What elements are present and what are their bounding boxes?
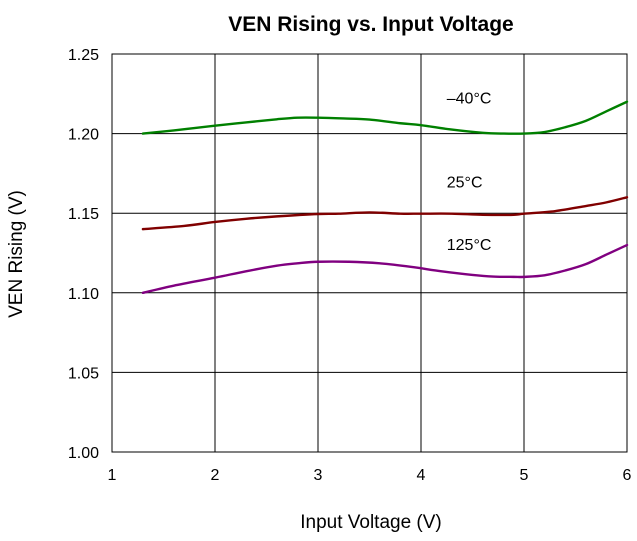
series-label-1: 25°C — [447, 175, 483, 192]
x-tick-label: 5 — [520, 467, 529, 484]
x-tick-label: 3 — [314, 467, 323, 484]
x-tick-label: 6 — [623, 467, 632, 484]
y-tick-label: 1.25 — [68, 47, 99, 64]
series-annotations: –40°C 25°C 125°C — [447, 90, 492, 253]
y-tick-label: 1.15 — [68, 206, 99, 223]
y-tick-label: 1.20 — [68, 127, 99, 144]
grid — [111, 53, 628, 453]
series-label-0: –40°C — [447, 90, 492, 107]
y-axis-label: VEN Rising (V) — [6, 190, 27, 318]
y-tick-label: 1.00 — [68, 445, 99, 462]
series-line-1 — [141, 196, 629, 231]
y-axis-ticks: 1.00 1.05 1.10 1.15 1.20 1.25 — [68, 47, 99, 462]
series-label-2: 125°C — [447, 237, 492, 254]
series-line-2 — [141, 243, 629, 294]
y-tick-label: 1.10 — [68, 286, 99, 303]
x-axis-label: Input Voltage (V) — [300, 512, 442, 533]
plot-area — [111, 53, 628, 453]
x-axis-ticks: 1 2 3 4 5 6 — [108, 467, 632, 484]
series-line-0 — [141, 100, 629, 135]
x-tick-label: 1 — [108, 467, 117, 484]
series-lines — [141, 100, 629, 294]
x-tick-label: 2 — [211, 467, 220, 484]
chart-title: VEN Rising vs. Input Voltage — [228, 13, 513, 36]
y-tick-label: 1.05 — [68, 365, 99, 382]
x-tick-label: 4 — [417, 467, 426, 484]
